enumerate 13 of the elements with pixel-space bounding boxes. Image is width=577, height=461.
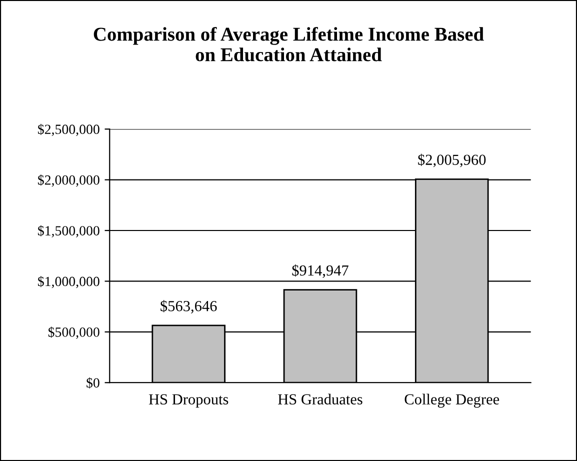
y-tick-label: $0	[86, 377, 100, 389]
y-tick-label: $2,500,000	[38, 124, 100, 136]
y-tick-label: $1,500,000	[38, 225, 100, 238]
chart-title: Comparison of Average Lifetime Income Based on Education Attained	[94, 26, 484, 62]
y-tick-label: $500,000	[48, 326, 100, 339]
data-label: $914,947	[292, 264, 348, 278]
x-tick-label: HS Dropouts	[148, 394, 228, 408]
data-label: $2,005,960	[418, 154, 486, 168]
y-tick-label: $1,000,000	[38, 276, 100, 288]
data-label: $563,646	[160, 300, 217, 314]
x-tick-label: College Degree	[404, 394, 500, 408]
y-tick-label: $2,000,000	[38, 174, 100, 187]
x-tick-label: HS Graduates	[278, 394, 362, 404]
